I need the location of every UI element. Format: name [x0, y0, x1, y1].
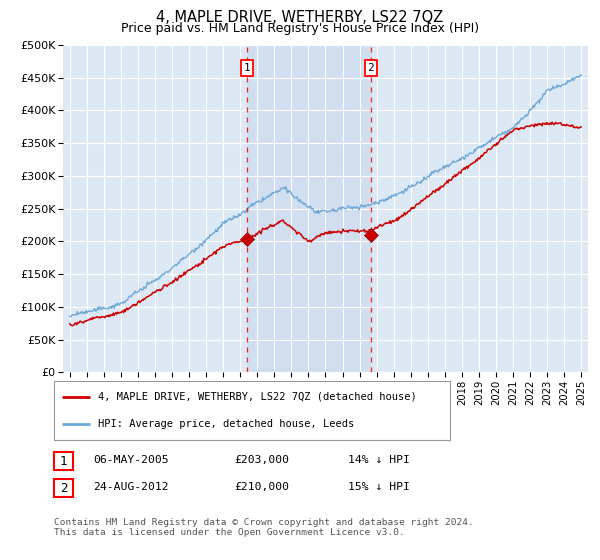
- Text: 1: 1: [244, 63, 250, 73]
- Text: Contains HM Land Registry data © Crown copyright and database right 2024.
This d: Contains HM Land Registry data © Crown c…: [54, 518, 474, 538]
- Text: 2: 2: [60, 482, 67, 495]
- Text: Price paid vs. HM Land Registry's House Price Index (HPI): Price paid vs. HM Land Registry's House …: [121, 22, 479, 35]
- Text: 24-AUG-2012: 24-AUG-2012: [93, 482, 169, 492]
- Text: 4, MAPLE DRIVE, WETHERBY, LS22 7QZ: 4, MAPLE DRIVE, WETHERBY, LS22 7QZ: [157, 10, 443, 25]
- Text: 1: 1: [60, 455, 67, 468]
- Text: 4, MAPLE DRIVE, WETHERBY, LS22 7QZ (detached house): 4, MAPLE DRIVE, WETHERBY, LS22 7QZ (deta…: [98, 391, 416, 402]
- Text: 06-MAY-2005: 06-MAY-2005: [93, 455, 169, 465]
- Text: HPI: Average price, detached house, Leeds: HPI: Average price, detached house, Leed…: [98, 419, 354, 429]
- Text: £210,000: £210,000: [234, 482, 289, 492]
- Text: 14% ↓ HPI: 14% ↓ HPI: [348, 455, 410, 465]
- Text: 15% ↓ HPI: 15% ↓ HPI: [348, 482, 410, 492]
- Text: 2: 2: [367, 63, 374, 73]
- Text: £203,000: £203,000: [234, 455, 289, 465]
- Bar: [247, 45, 371, 372]
